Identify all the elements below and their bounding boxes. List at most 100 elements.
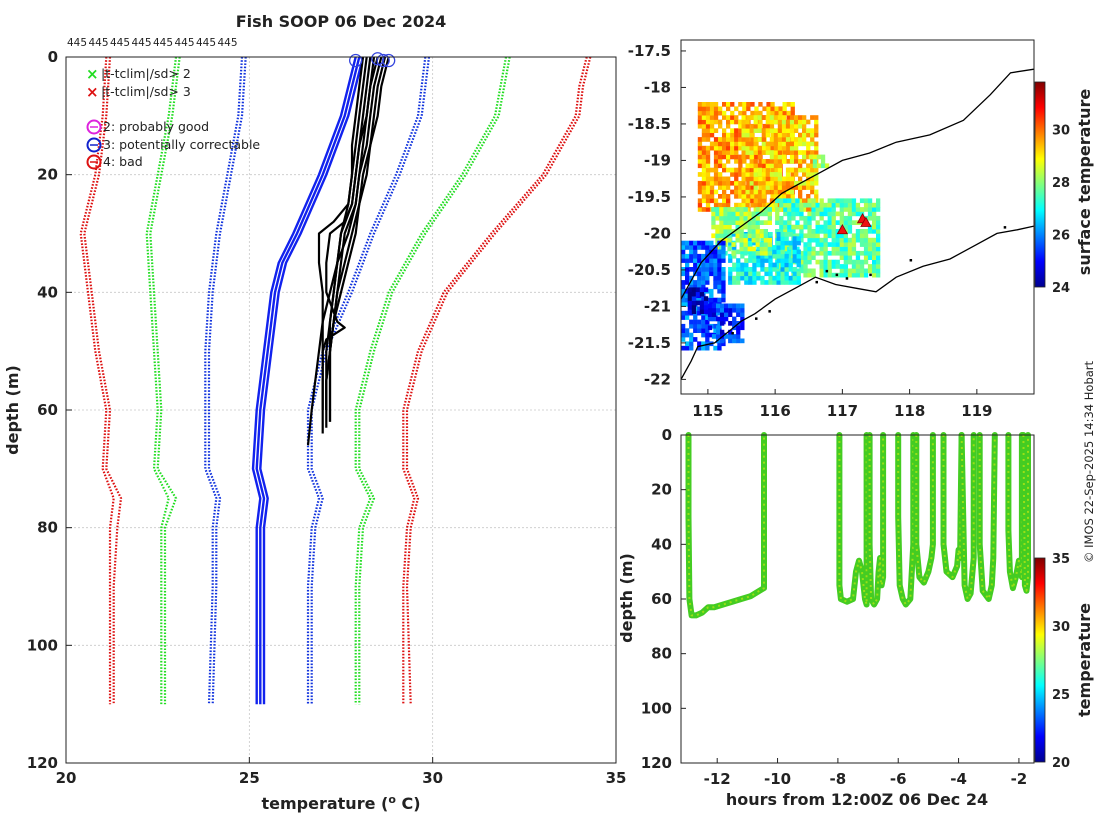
sst-cell — [781, 128, 787, 133]
sst-cell — [726, 132, 731, 138]
sst-cell — [802, 115, 807, 120]
legend-entry-flag2: 2: probably good — [86, 119, 209, 135]
sst-cell — [816, 163, 822, 169]
sst-cell — [843, 207, 848, 212]
sst-cell — [713, 128, 719, 133]
sst-cell — [773, 128, 779, 133]
sst-cell — [741, 115, 746, 120]
sst-cell — [759, 211, 764, 217]
x-tick-label: 25 — [239, 769, 260, 787]
sst-cell — [750, 123, 755, 129]
sst-cell — [761, 137, 766, 142]
legend-label-flag4: 4: bad — [103, 154, 143, 169]
sst-cell — [720, 312, 725, 317]
sst-cell — [765, 172, 770, 177]
sst-cell — [812, 154, 818, 160]
surface-flag-circle — [382, 53, 396, 68]
sst-cell — [787, 229, 792, 234]
sst-cell — [782, 110, 787, 116]
climatology-line — [83, 57, 123, 705]
section-y-tick-label: 80 — [651, 645, 672, 663]
sst-cell — [831, 237, 836, 243]
sst-cell — [721, 288, 726, 294]
sst-cell — [777, 150, 783, 155]
sst-cell — [777, 159, 783, 164]
sst-cell — [784, 267, 789, 272]
sst-cell — [803, 246, 808, 252]
sst-cell — [703, 300, 709, 306]
sst-cell — [770, 110, 775, 116]
sst-cell — [726, 159, 731, 164]
sst-cell — [753, 115, 758, 120]
sst-cell — [802, 123, 807, 129]
sst-cell — [814, 119, 819, 125]
sst-cell — [786, 102, 791, 107]
sst-cell — [789, 141, 795, 147]
sst-cell — [713, 159, 719, 164]
section-track — [958, 432, 977, 602]
sst-cell — [784, 232, 789, 237]
climatology-mean-lines — [251, 57, 365, 705]
sst-cell — [691, 296, 697, 301]
sst-cell — [872, 224, 877, 230]
sst-cell — [734, 137, 739, 142]
sst-cell — [746, 115, 751, 120]
sst-cell — [705, 323, 710, 329]
sst-cell — [784, 271, 789, 277]
sst-cell — [823, 229, 828, 234]
sst-cell — [695, 300, 701, 306]
sst-cell — [734, 150, 739, 155]
sst-cell — [855, 202, 861, 208]
sst-cell — [728, 334, 733, 339]
sst-cell — [803, 259, 808, 265]
sst-cell — [789, 123, 795, 129]
map-y-tick-label: -21 — [644, 297, 671, 315]
sst-cell — [741, 128, 746, 133]
sst-cell — [689, 249, 694, 255]
sst-cell — [723, 229, 728, 234]
sst-cell — [731, 220, 736, 225]
sst-cell — [685, 310, 690, 316]
sst-cell — [719, 224, 724, 230]
sst-cell — [827, 264, 832, 269]
sst-cell — [776, 236, 781, 241]
sst-cell — [705, 194, 711, 199]
sst-cell — [751, 237, 756, 243]
sst-cell — [770, 207, 775, 212]
sst-cell — [752, 275, 757, 281]
sst-cell — [765, 176, 770, 182]
sst-cell — [745, 189, 750, 195]
sst-cell — [723, 215, 728, 221]
sst-cell — [701, 341, 706, 347]
sst-cell — [867, 246, 873, 252]
sst-cell — [765, 119, 770, 125]
sst-cell — [759, 250, 764, 256]
sst-cell — [750, 198, 755, 204]
sst-cell — [872, 255, 877, 260]
sst-cell — [827, 272, 832, 278]
sst-cell — [763, 207, 768, 212]
sst-cell — [697, 280, 702, 285]
sst-cell — [740, 321, 745, 326]
sst-cell — [770, 189, 775, 195]
sst-cell — [790, 137, 795, 142]
sst-cell — [685, 332, 690, 338]
sst-cell — [773, 159, 779, 164]
sst-cell — [786, 159, 791, 164]
sst-cell — [736, 303, 741, 309]
sst-cell — [728, 338, 733, 344]
sst-cell — [689, 284, 694, 290]
sst-cell — [831, 211, 836, 217]
sst-cell — [756, 262, 761, 268]
sst-cell — [745, 123, 750, 129]
sst-cell — [763, 233, 768, 239]
sst-cell — [732, 280, 737, 285]
section-y-tick-label: 60 — [651, 590, 672, 608]
sst-cell — [785, 185, 791, 190]
sst-cell — [713, 275, 718, 281]
sst-cell — [798, 185, 803, 190]
sst-cell — [705, 106, 711, 112]
sst-cell — [746, 102, 751, 107]
sst-cell — [757, 115, 762, 120]
